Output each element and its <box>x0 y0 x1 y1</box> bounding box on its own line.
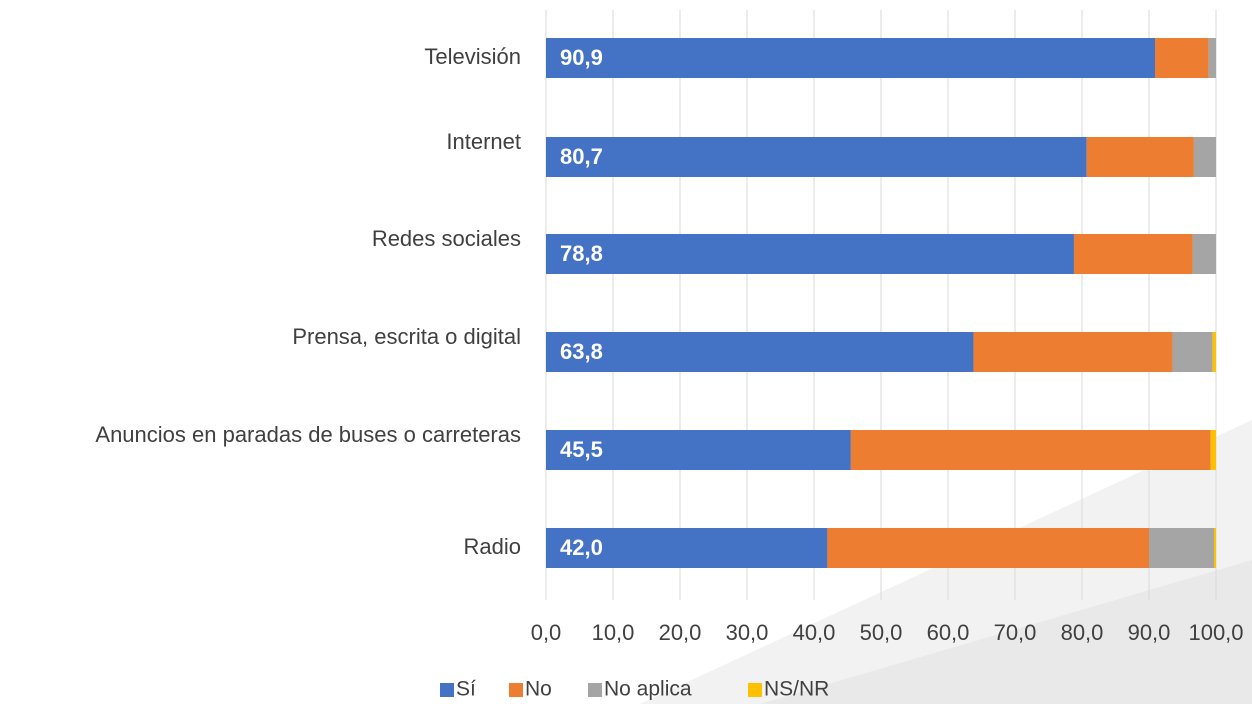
bar-segment <box>546 234 1074 274</box>
category-label: Radio <box>464 534 521 559</box>
bar-segment <box>973 332 1173 372</box>
legend-label: No aplica <box>604 678 692 701</box>
x-tick-label: 20,0 <box>659 620 702 645</box>
data-label: 63,8 <box>560 339 603 364</box>
bar-segment <box>546 332 974 372</box>
bar-segment <box>1212 332 1216 372</box>
legend-label: Sí <box>456 678 476 701</box>
x-tick-label: 0,0 <box>531 620 562 645</box>
legend-swatch <box>440 683 454 697</box>
bar-segment <box>1210 430 1216 470</box>
bar-segment <box>546 430 851 470</box>
category-label: Internet <box>446 129 521 154</box>
bar-segment <box>1149 528 1214 568</box>
x-tick-label: 30,0 <box>726 620 769 645</box>
background-shade <box>760 560 1252 704</box>
data-label: 90,9 <box>560 45 603 70</box>
category-label: Redes sociales <box>372 226 521 251</box>
x-tick-label: 70,0 <box>994 620 1037 645</box>
x-tick-label: 10,0 <box>592 620 635 645</box>
bar-segment <box>546 528 828 568</box>
x-tick-label: 50,0 <box>860 620 903 645</box>
bar-segment <box>1192 234 1216 274</box>
bar-segment <box>1086 137 1194 177</box>
bar-segment <box>1172 332 1213 372</box>
data-label: 78,8 <box>560 241 603 266</box>
x-tick-label: 40,0 <box>793 620 836 645</box>
category-label: Televisión <box>424 44 521 69</box>
bar-segment <box>1213 528 1216 568</box>
legend-label: No <box>525 678 552 701</box>
bar-segment <box>546 38 1156 78</box>
legend-swatch <box>748 683 762 697</box>
bar-segment <box>1208 38 1216 78</box>
bar-segment <box>1155 38 1209 78</box>
legend-swatch <box>509 683 523 697</box>
x-tick-label: 80,0 <box>1061 620 1104 645</box>
bar-segment <box>1073 234 1193 274</box>
x-tick-label: 100,0 <box>1188 620 1243 645</box>
category-label: Anuncios en paradas de buses o carretera… <box>95 422 521 447</box>
bar-segment <box>546 137 1087 177</box>
bar-segment <box>827 528 1149 568</box>
x-tick-label: 60,0 <box>927 620 970 645</box>
data-label: 80,7 <box>560 144 603 169</box>
legend-label: NS/NR <box>764 678 829 701</box>
x-tick-label: 90,0 <box>1128 620 1171 645</box>
bar-segment <box>850 430 1211 470</box>
category-label: Prensa, escrita o digital <box>292 324 521 349</box>
legend-swatch <box>588 683 602 697</box>
data-label: 45,5 <box>560 437 603 462</box>
bar-segment <box>1193 137 1216 177</box>
data-label: 42,0 <box>560 535 603 560</box>
